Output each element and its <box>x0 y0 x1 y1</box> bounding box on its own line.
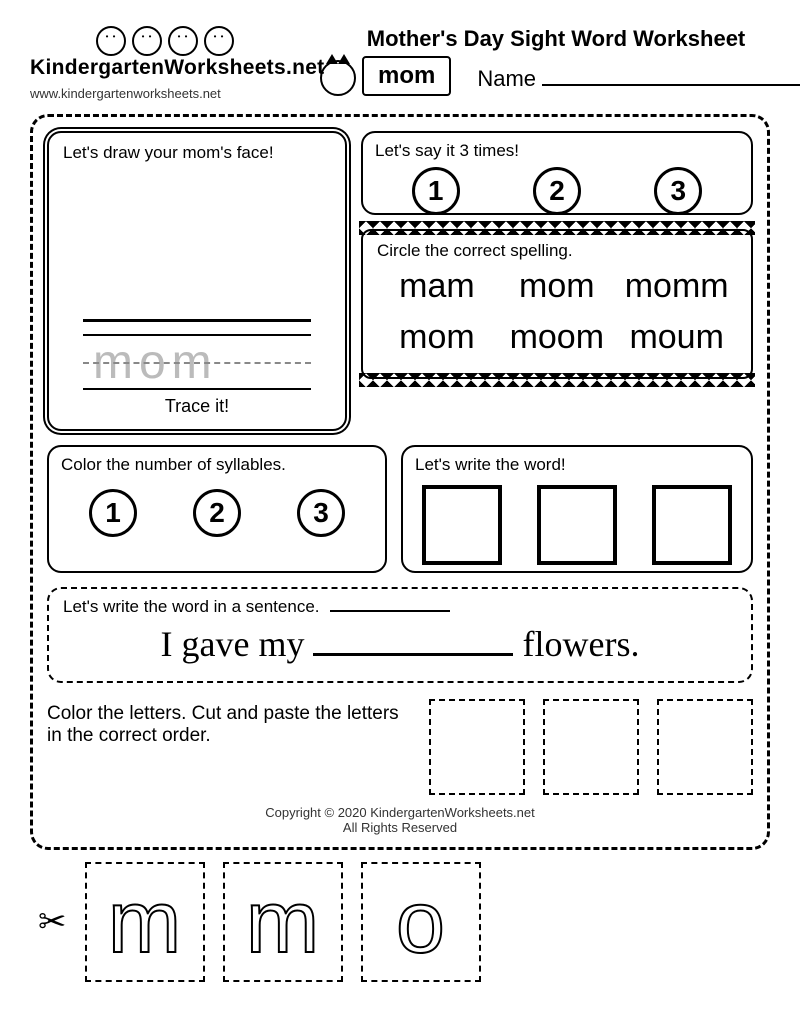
draw-panel: Let's draw your mom's face! mom Trace it… <box>47 131 347 431</box>
spelling-option[interactable]: momm <box>617 261 737 312</box>
copyright-line: Copyright © 2020 KindergartenWorksheets.… <box>47 805 753 820</box>
say-prompt: Let's say it 3 times! <box>375 141 739 161</box>
syllable-number[interactable]: 1 <box>89 489 137 537</box>
say-number[interactable]: 1 <box>412 167 460 215</box>
header: KindergartenWorksheets.net www.kindergar… <box>30 20 770 104</box>
paste-box[interactable] <box>429 699 525 795</box>
sentence-prompt: Let's write the word in a sentence. <box>63 597 320 617</box>
logo-kids-icon <box>30 26 300 56</box>
sight-word-badge: mom <box>362 56 451 96</box>
cut-letter-strip: ✂ m m o <box>30 862 770 982</box>
write-word-panel: Let's write the word! <box>401 445 753 573</box>
name-label: Name <box>477 66 536 92</box>
write-letter-box[interactable] <box>422 485 502 565</box>
paste-box[interactable] <box>543 699 639 795</box>
say-number[interactable]: 2 <box>533 167 581 215</box>
paste-box[interactable] <box>657 699 753 795</box>
spelling-option[interactable]: mom <box>377 312 497 363</box>
draw-baseline <box>83 319 311 322</box>
sentence-blank[interactable] <box>313 624 513 656</box>
spelling-prompt: Circle the correct spelling. <box>377 241 737 261</box>
write-letter-box[interactable] <box>537 485 617 565</box>
worksheet-frame: Let's draw your mom's face! mom Trace it… <box>30 114 770 850</box>
write-word-prompt: Let's write the word! <box>415 455 739 475</box>
say-panel: Let's say it 3 times! 1 2 3 <box>361 131 753 215</box>
sentence-after: flowers. <box>522 624 639 664</box>
spelling-option[interactable]: moum <box>617 312 737 363</box>
logo-title: KindergartenWorksheets.net <box>30 56 300 80</box>
trace-word: mom <box>93 336 301 388</box>
sentence-panel: Let's write the word in a sentence. I ga… <box>47 587 753 683</box>
cut-instructions: Color the letters. Cut and paste the let… <box>47 699 415 747</box>
spelling-option[interactable]: mam <box>377 261 497 312</box>
draw-prompt: Let's draw your mom's face! <box>63 143 331 163</box>
say-number[interactable]: 3 <box>654 167 702 215</box>
trace-line[interactable]: mom <box>83 334 311 390</box>
copyright: Copyright © 2020 KindergartenWorksheets.… <box>47 805 753 835</box>
spelling-option[interactable]: moom <box>497 312 617 363</box>
sentence-before: I gave my <box>161 624 305 664</box>
scissors-icon: ✂ <box>38 902 67 942</box>
cut-letter[interactable]: m <box>223 862 343 982</box>
cat-icon <box>320 60 356 96</box>
kid-icon <box>204 26 234 56</box>
logo-url: www.kindergartenworksheets.net <box>30 86 300 101</box>
syllable-number[interactable]: 3 <box>297 489 345 537</box>
syllables-prompt: Color the number of syllables. <box>61 455 373 475</box>
cut-paste-row: Color the letters. Cut and paste the let… <box>47 699 753 795</box>
trace-caption: Trace it! <box>63 396 331 417</box>
name-input-line[interactable] <box>542 64 800 86</box>
syllables-panel: Color the number of syllables. 1 2 3 <box>47 445 387 573</box>
syllable-number[interactable]: 2 <box>193 489 241 537</box>
worksheet-title: Mother's Day Sight Word Worksheet <box>310 26 800 52</box>
spelling-option[interactable]: mom <box>497 261 617 312</box>
draw-area[interactable] <box>63 163 331 315</box>
kid-icon <box>96 26 126 56</box>
write-letter-box[interactable] <box>652 485 732 565</box>
kid-icon <box>168 26 198 56</box>
rights-line: All Rights Reserved <box>47 820 753 835</box>
cut-letter[interactable]: o <box>361 862 481 982</box>
kid-icon <box>132 26 162 56</box>
sentence-mini-line[interactable] <box>330 598 450 612</box>
spelling-panel: Circle the correct spelling. mam mom mom… <box>361 229 753 379</box>
logo-block: KindergartenWorksheets.net www.kindergar… <box>30 20 300 101</box>
cut-letter[interactable]: m <box>85 862 205 982</box>
title-block: Mother's Day Sight Word Worksheet mom Na… <box>310 20 800 104</box>
